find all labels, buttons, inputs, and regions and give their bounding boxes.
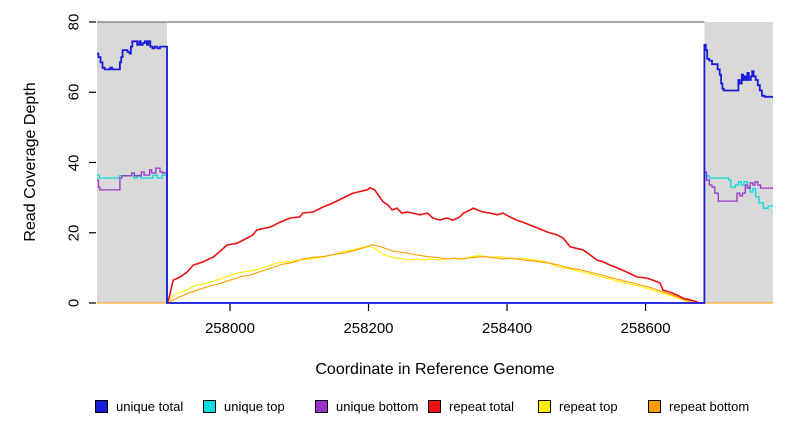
legend-item-unique-top: unique top [203, 399, 285, 414]
series-line-unique-total [97, 40, 773, 304]
legend-label: unique total [116, 399, 184, 414]
y-tick-label: 60 [65, 83, 83, 101]
legend-swatch-icon [203, 400, 216, 413]
x-tick-label: 258200 [343, 320, 394, 337]
legend-item-repeat-top: repeat top [538, 399, 618, 414]
series-line-repeat-top [166, 245, 693, 304]
legend-label: repeat total [449, 399, 515, 414]
shaded-region-right [704, 22, 773, 303]
y-tick-label: 0 [65, 298, 83, 308]
legend-item-repeat-bottom: repeat bottom [648, 399, 749, 414]
legend-item-unique-bottom: unique bottom [315, 399, 418, 414]
legend-label: repeat bottom [669, 399, 750, 414]
y-tick-label: 40 [65, 154, 83, 171]
series-line-unique-top [97, 171, 773, 304]
legend-label: repeat top [559, 399, 618, 414]
series-line-repeat-bottom [97, 244, 773, 304]
series-line-unique-bottom [97, 167, 773, 304]
legend-item-unique-total: unique total [95, 399, 183, 414]
x-tick-label: 258600 [620, 320, 671, 337]
legend-label: unique bottom [336, 399, 419, 414]
x-axis-title: Coordinate in Reference Genome [315, 361, 555, 378]
legend-swatch-icon [538, 400, 551, 413]
legend-item-repeat-total: repeat total [428, 399, 514, 414]
x-tick-label: 258000 [204, 320, 255, 337]
x-tick-label: 258400 [482, 320, 533, 337]
legend-swatch-icon [648, 400, 661, 413]
y-tick-label: 80 [65, 13, 83, 31]
legend-swatch-icon [95, 400, 108, 413]
legend-label: unique top [224, 399, 285, 414]
legend-swatch-icon [315, 400, 328, 413]
y-tick-label: 20 [65, 224, 83, 242]
series-line-repeat-total [166, 186, 700, 304]
shaded-region-left [97, 22, 167, 303]
legend-swatch-icon [428, 400, 441, 413]
y-axis-title: Read Coverage Depth [22, 82, 39, 242]
